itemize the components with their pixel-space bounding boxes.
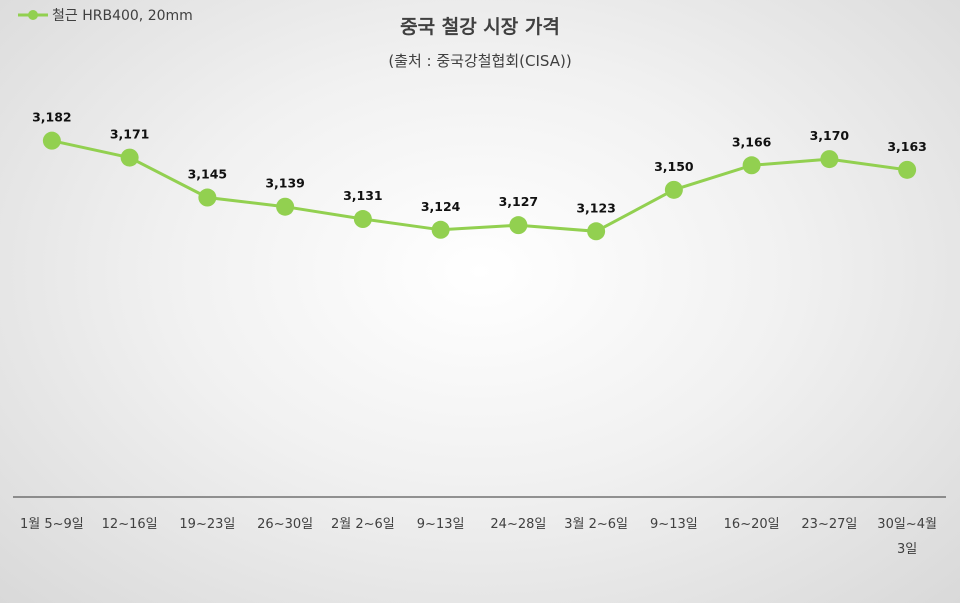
data-point [509,216,528,235]
data-point [42,131,61,150]
x-tick-label: 24~28일 [490,517,546,532]
x-tick-label: 3월 2~6일 [564,517,628,532]
data-label: 3,123 [576,200,616,215]
x-tick-label: 1월 5~9일 [20,517,84,532]
data-label: 3,124 [421,199,461,214]
data-label: 3,163 [887,139,927,154]
legend: 철근 HRB400, 20mm [18,8,193,24]
x-tick-label: 2월 2~6일 [331,517,395,532]
x-tick-label: 9~13일 [650,517,698,532]
chart-title: 중국 철강 시장 가격 [400,16,560,38]
data-label: 3,150 [654,159,694,174]
data-label: 3,145 [188,167,228,182]
x-tick-label: 9~13일 [417,517,465,532]
x-tick-label: 19~23일 [179,517,235,532]
x-tick-labels: 1월 5~9일 12~16일 19~23일 26~30일 2월 2~6일 9~13일 24~… [20,517,937,557]
data-label: 3,166 [732,134,772,149]
data-point [742,156,761,175]
chart-subtitle: (출처 : 중국강철협회(CISA)) [388,52,571,70]
data-point [353,210,372,229]
data-labels: 3,182 3,171 3,145 3,139 3,131 3,124 3,127 3,123… [32,110,927,216]
x-tick-label: 16~20일 [724,517,780,532]
data-point [431,220,450,239]
x-tick-label: 30일~4월 3일 [877,517,937,557]
data-point [898,160,917,179]
series-line [51,139,908,233]
data-label: 3,139 [265,176,305,191]
data-points [42,131,917,241]
x-tick-label: 12~16일 [102,517,158,532]
data-point [276,197,295,216]
x-tick-label: 23~27일 [801,517,857,532]
data-point [664,180,683,199]
data-point [120,148,139,167]
legend-series-name: 철근 HRB400, 20mm [52,8,193,24]
legend-point-marker [28,10,38,20]
x-tick-label: 26~30일 [257,517,313,532]
data-label: 3,170 [810,128,850,143]
data-label: 3,127 [499,194,539,209]
data-point [198,188,217,207]
data-label: 3,182 [32,110,72,125]
data-point [587,222,606,241]
data-point [820,150,839,169]
data-label: 3,171 [110,127,150,142]
data-label: 3,131 [343,188,383,203]
